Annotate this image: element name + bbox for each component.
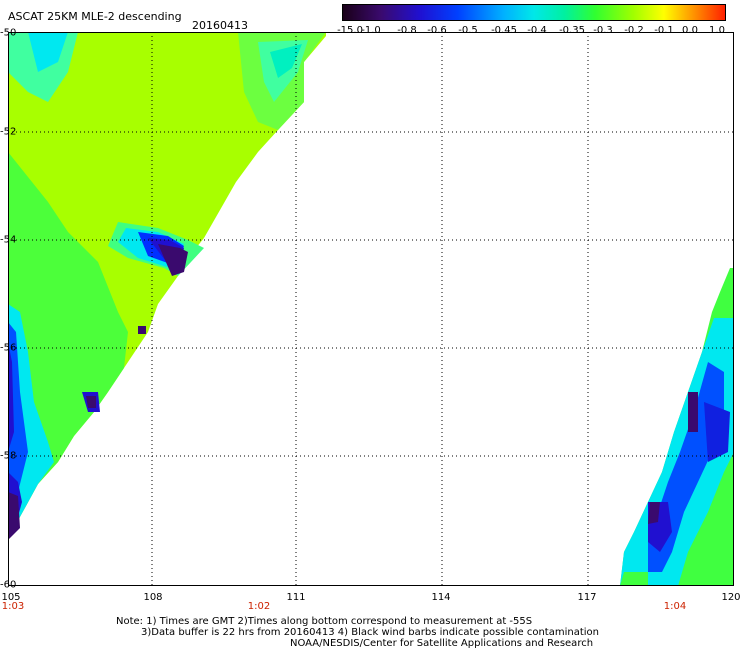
note-line-3: NOAA/NESDIS/Center for Satellite Applica… bbox=[290, 638, 594, 649]
colorbar-label: -0.4 bbox=[527, 25, 547, 36]
colorbar-label: -0.1 bbox=[654, 25, 674, 36]
colorbar-label: -0.2 bbox=[624, 25, 644, 36]
swath-plot bbox=[8, 32, 734, 586]
y-tick-label: -56 bbox=[0, 342, 17, 354]
colorbar bbox=[342, 4, 726, 21]
colorbar-label: -0.8 bbox=[397, 25, 417, 36]
right-swath bbox=[620, 268, 734, 586]
colorbar-label: -0.35 bbox=[559, 25, 585, 36]
plot-frame bbox=[8, 32, 734, 586]
x-tick-label: 105 bbox=[1, 592, 21, 603]
title: ASCAT 25KM MLE-2 descending bbox=[8, 10, 182, 23]
y-tick-label: -52 bbox=[0, 126, 17, 138]
time-label: 1:03 bbox=[1, 601, 25, 612]
x-tick-label: 120 bbox=[721, 592, 740, 603]
note-line-1: Note: 1) Times are GMT 2)Times along bot… bbox=[116, 616, 533, 627]
grid bbox=[8, 32, 734, 586]
y-tick-label: -58 bbox=[0, 450, 17, 462]
x-tick-label: 117 bbox=[577, 592, 597, 603]
date-label: 20160413 bbox=[192, 19, 248, 32]
colorbar-label: -0.6 bbox=[427, 25, 447, 36]
note-line-2: 3)Data buffer is 22 hrs from 20160413 4)… bbox=[141, 627, 599, 638]
colorbar-label: 0.0 bbox=[682, 25, 698, 36]
colorbar-label: -0.45 bbox=[491, 25, 517, 36]
y-tick-label: -50 bbox=[0, 27, 17, 39]
colorbar-label: -0.5 bbox=[458, 25, 478, 36]
x-tick-label: 111 bbox=[286, 592, 306, 603]
colorbar-label: -1.0 bbox=[361, 25, 381, 36]
colorbar-label: -15.0 bbox=[337, 25, 363, 36]
left-swath bbox=[8, 32, 326, 540]
x-tick-label: 114 bbox=[431, 592, 451, 603]
time-label: 1:02 bbox=[247, 601, 271, 612]
y-tick-label: -54 bbox=[0, 234, 17, 246]
y-tick-label: -60 bbox=[0, 579, 17, 591]
colorbar-label: -0.3 bbox=[593, 25, 613, 36]
colorbar-label: 1.0 bbox=[709, 25, 725, 36]
time-label: 1:04 bbox=[663, 601, 687, 612]
x-tick-label: 108 bbox=[143, 592, 163, 603]
